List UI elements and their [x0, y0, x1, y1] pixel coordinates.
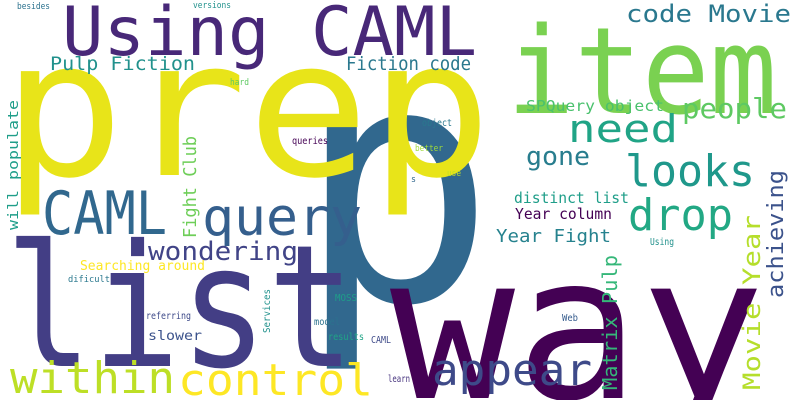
word-will-populate: will populate: [6, 100, 22, 230]
word-need: need: [568, 107, 678, 151]
word-caml: CAML: [42, 179, 167, 249]
word-drop: drop: [628, 190, 733, 241]
word-item: item: [507, 3, 777, 142]
word-versions: versions: [193, 1, 231, 11]
word-appear: appear: [432, 345, 592, 396]
word-within: within: [10, 353, 175, 400]
word-caml: CAML: [371, 335, 391, 346]
word-prep: prep: [2, 0, 492, 220]
word-better: better: [415, 144, 443, 154]
word-web: Web: [562, 313, 578, 324]
word-learn: learn: [388, 374, 410, 385]
word-moss: MOSS: [335, 293, 357, 304]
word-gone: gone: [526, 142, 590, 172]
word-pulp-fiction: Pulp Fiction: [50, 53, 195, 75]
word-referring: referring: [146, 311, 191, 322]
word-results: results: [328, 332, 364, 343]
word-control: control: [178, 355, 373, 400]
word-looks: looks: [625, 146, 755, 197]
word-list: list: [5, 209, 355, 400]
word-achieving: achieving: [764, 170, 789, 298]
word-year-fight: Year Fight: [496, 226, 611, 247]
word-services: Services: [262, 289, 273, 333]
word-query: query: [202, 188, 362, 248]
word-spquery-object: SPQuery object: [526, 97, 664, 115]
word-way: way: [390, 213, 765, 400]
word-dificult: dificult: [68, 275, 110, 285]
word-fight-club: Fight Club: [180, 136, 201, 238]
word-fiction-code: Fiction code: [346, 53, 471, 75]
word-slower: slower: [148, 329, 202, 344]
word-object: object: [422, 118, 452, 129]
word-movie-year: Movie Year: [738, 215, 766, 390]
word-model: model: [314, 317, 340, 328]
word-code-movie: code Movie: [626, 0, 791, 28]
word-queries: queries: [292, 136, 328, 147]
word-p: p: [296, 0, 496, 378]
word-searching-around: Searching around: [80, 259, 205, 274]
word-people: people: [682, 92, 787, 125]
word-using-caml: Using CAML: [62, 0, 477, 72]
word-hard: hard: [230, 78, 249, 88]
word-s: s: [411, 175, 416, 185]
word-year-column: Year column: [515, 205, 612, 223]
word-using: Using: [650, 237, 674, 248]
word-wondering: wondering: [148, 237, 298, 267]
word-distinct-list: distinct list: [514, 189, 629, 207]
word-besides: besides: [17, 2, 50, 12]
word-matrix-pulp: Matrix Pulp: [598, 255, 622, 390]
word-use: use: [447, 169, 461, 179]
